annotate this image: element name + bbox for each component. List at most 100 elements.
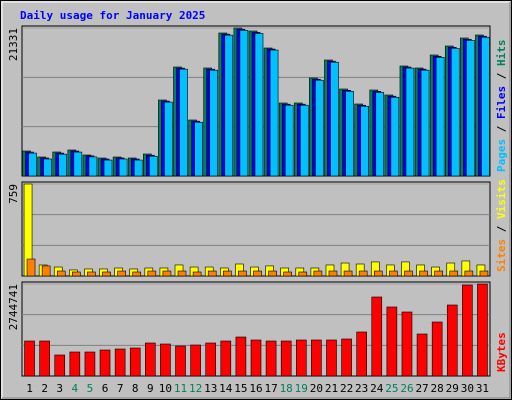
bar <box>114 348 126 377</box>
x-tick-label: 9 <box>147 382 154 395</box>
bar <box>419 270 428 277</box>
x-tick-label: 1 <box>26 382 33 395</box>
legend-separator: / <box>495 119 508 139</box>
bar <box>179 68 188 177</box>
bar <box>466 40 475 177</box>
bar <box>284 104 294 177</box>
x-tick-label: 28 <box>431 382 444 395</box>
bar <box>431 321 443 377</box>
x-tick-label: 12 <box>189 382 202 395</box>
legend: Pages / Files / Hits <box>495 40 508 173</box>
bar <box>345 91 354 177</box>
bar <box>283 271 292 277</box>
bar <box>375 92 385 177</box>
bar <box>103 159 113 177</box>
bar <box>420 69 430 177</box>
x-tick-label: 3 <box>56 382 63 395</box>
bar <box>435 57 445 177</box>
bar <box>330 61 339 177</box>
bar <box>389 270 398 277</box>
bar <box>477 283 488 377</box>
bar <box>147 270 157 277</box>
x-tick-label: 16 <box>249 382 262 395</box>
bar <box>464 270 474 277</box>
bar <box>88 156 98 177</box>
bar <box>84 351 96 377</box>
bar <box>223 270 232 277</box>
bar <box>373 270 383 277</box>
x-tick-label: 29 <box>446 382 459 395</box>
bar <box>102 271 111 277</box>
x-tick-label: 5 <box>87 382 94 395</box>
y-tick-label: 21331 <box>7 28 20 61</box>
bar <box>118 158 128 177</box>
x-tick-label: 21 <box>325 382 338 395</box>
bar <box>160 343 171 377</box>
x-tick-label: 11 <box>174 382 187 395</box>
bar <box>358 270 368 277</box>
bar <box>177 270 187 277</box>
bar <box>220 340 232 377</box>
bar <box>405 67 415 177</box>
x-tick-label: 31 <box>476 382 489 395</box>
legend: Sites / Visits <box>495 179 508 272</box>
bar <box>479 270 489 277</box>
bar <box>404 270 413 277</box>
bar <box>311 339 322 377</box>
x-tick-label: 18 <box>280 382 293 395</box>
bar <box>149 155 158 177</box>
bar <box>268 270 277 277</box>
bar <box>69 351 81 377</box>
bar <box>269 49 279 177</box>
bar <box>446 304 458 377</box>
legend-entry: KBytes <box>495 332 508 372</box>
bar <box>72 271 81 277</box>
bar <box>207 270 217 277</box>
bar <box>315 79 324 177</box>
bar <box>360 105 369 177</box>
x-tick-label: 19 <box>295 382 308 395</box>
x-tick-label: 6 <box>102 382 109 395</box>
x-tick-label: 2 <box>41 382 48 395</box>
bar <box>39 340 50 377</box>
bar <box>239 29 249 177</box>
bar <box>164 101 173 177</box>
y-tick-label: 2744741 <box>7 284 20 330</box>
x-tick-label: 24 <box>370 382 384 395</box>
plot-area <box>21 181 491 277</box>
x-tick-label: 30 <box>461 382 474 395</box>
bar <box>313 270 323 277</box>
x-tick-label: 20 <box>310 382 323 395</box>
bar <box>343 270 353 277</box>
bar <box>28 152 37 177</box>
legend-entry: Sites <box>495 239 508 272</box>
bar <box>54 354 66 377</box>
bar <box>117 270 126 277</box>
chart-title: Daily usage for January 2025 <box>20 9 205 22</box>
bar <box>99 349 111 377</box>
x-tick-label: 10 <box>159 382 172 395</box>
bar <box>299 104 309 177</box>
bar <box>298 271 308 277</box>
x-tick-label: 26 <box>400 382 413 395</box>
bar <box>192 271 202 277</box>
bar <box>209 69 219 177</box>
bar <box>328 270 338 277</box>
bar <box>416 333 428 377</box>
bar <box>26 258 36 277</box>
bar <box>449 270 459 277</box>
bar <box>450 48 460 177</box>
x-tick-label: 22 <box>340 382 353 395</box>
bar <box>356 331 367 377</box>
bar <box>434 270 443 277</box>
bar <box>390 96 400 177</box>
bar <box>253 270 262 277</box>
legend-entry: Hits <box>495 40 508 67</box>
x-tick-label: 4 <box>72 382 79 395</box>
bar <box>481 36 490 177</box>
bar <box>194 121 203 177</box>
bar <box>238 270 247 277</box>
bar <box>280 340 292 377</box>
